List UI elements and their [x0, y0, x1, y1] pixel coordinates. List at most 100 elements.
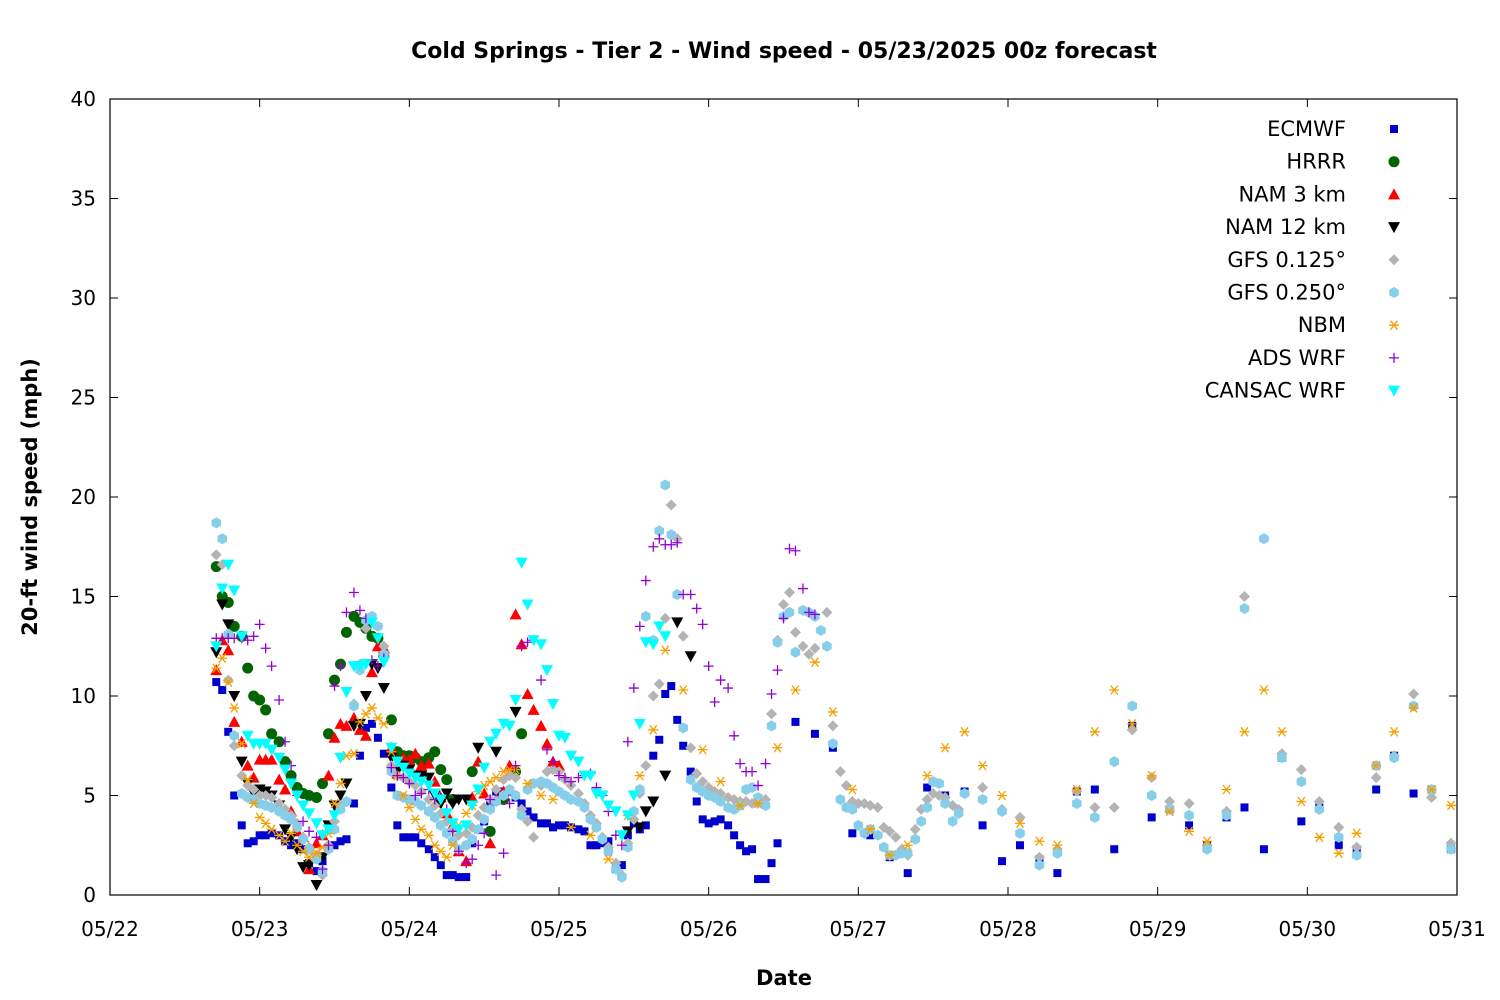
- data-point: [498, 848, 509, 859]
- legend-marker: [1389, 287, 1399, 298]
- data-point: [866, 831, 875, 840]
- data-point: [549, 823, 558, 832]
- data-point: [266, 824, 277, 835]
- data-point: [416, 799, 427, 811]
- data-point: [634, 621, 645, 632]
- data-point: [565, 776, 576, 787]
- data-point: [753, 780, 764, 791]
- data-point: [230, 791, 239, 800]
- data-point: [827, 720, 839, 732]
- data-point: [1109, 756, 1120, 768]
- data-point: [236, 738, 247, 749]
- data-point: [485, 794, 496, 805]
- data-point: [997, 790, 1008, 801]
- x-tick-label: 05/29: [1129, 917, 1187, 941]
- y-tick-label: 40: [71, 87, 96, 111]
- data-point: [249, 837, 258, 846]
- data-point: [647, 796, 660, 808]
- x-tick-label: 05/26: [680, 917, 738, 941]
- data-point: [816, 624, 826, 636]
- data-point: [959, 788, 970, 800]
- data-point: [555, 821, 563, 830]
- data-point: [248, 631, 259, 642]
- data-point: [649, 751, 658, 760]
- data-point: [847, 784, 858, 795]
- data-point: [537, 819, 546, 828]
- data-point: [434, 794, 447, 806]
- data-point: [666, 539, 677, 550]
- data-point: [385, 714, 397, 726]
- data-point: [641, 821, 650, 830]
- data-point: [274, 830, 285, 841]
- data-point: [1053, 869, 1062, 878]
- data-point: [329, 674, 340, 686]
- data-point: [529, 813, 538, 822]
- data-point: [535, 719, 548, 731]
- data-point: [790, 545, 801, 556]
- data-point: [884, 825, 896, 837]
- data-point: [372, 712, 383, 723]
- data-point: [322, 824, 335, 836]
- data-point: [298, 816, 309, 827]
- data-point: [847, 803, 858, 815]
- data-point: [259, 738, 272, 750]
- data-point: [940, 797, 950, 809]
- data-point: [229, 703, 240, 713]
- data-point: [827, 707, 838, 717]
- data-point: [1372, 785, 1381, 794]
- data-point: [541, 737, 554, 749]
- data-point: [323, 728, 335, 740]
- data-point: [554, 770, 564, 781]
- legend-marker: [1390, 125, 1398, 133]
- data-point: [266, 791, 278, 803]
- data-point: [217, 653, 228, 664]
- data-point: [286, 813, 296, 825]
- data-point: [279, 824, 292, 836]
- data-point: [248, 784, 260, 796]
- data-point: [310, 818, 323, 830]
- data-point: [527, 635, 540, 647]
- data-point: [411, 833, 420, 842]
- data-point: [367, 719, 376, 728]
- data-point: [516, 809, 527, 821]
- data-point: [385, 742, 398, 754]
- data-point: [491, 870, 502, 881]
- legend-label: ECMWF: [1267, 117, 1346, 141]
- data-point: [879, 841, 889, 853]
- data-point: [310, 880, 323, 892]
- data-point: [790, 646, 801, 658]
- data-point: [417, 839, 426, 848]
- data-point: [672, 537, 683, 548]
- data-point: [723, 683, 734, 694]
- data-point: [766, 708, 778, 720]
- data-point: [573, 772, 584, 783]
- data-point: [592, 841, 601, 850]
- y-tick-label: 30: [71, 286, 96, 310]
- data-point: [452, 824, 465, 836]
- data-point: [361, 723, 370, 732]
- chart-title: Cold Springs - Tier 2 - Wind speed - 05/…: [411, 39, 1157, 64]
- data-point: [360, 709, 371, 719]
- data-point: [254, 619, 265, 630]
- data-point: [784, 543, 795, 554]
- data-point: [633, 822, 646, 834]
- data-point: [1033, 851, 1045, 863]
- data-point: [809, 642, 821, 654]
- data-point: [580, 827, 589, 836]
- data-point: [260, 643, 271, 654]
- data-point: [484, 825, 496, 837]
- data-point: [285, 770, 297, 782]
- data-point: [1333, 821, 1345, 833]
- data-point: [523, 807, 532, 816]
- x-tick-label: 05/23: [231, 917, 289, 941]
- data-point: [365, 666, 378, 678]
- data-point: [633, 718, 646, 730]
- data-point: [686, 767, 695, 776]
- data-point: [293, 839, 302, 848]
- data-point: [709, 696, 720, 707]
- data-point: [572, 756, 585, 768]
- data-point: [653, 678, 665, 690]
- data-point: [1071, 786, 1083, 798]
- data-point: [1202, 843, 1212, 855]
- x-tick-label: 05/28: [979, 917, 1037, 941]
